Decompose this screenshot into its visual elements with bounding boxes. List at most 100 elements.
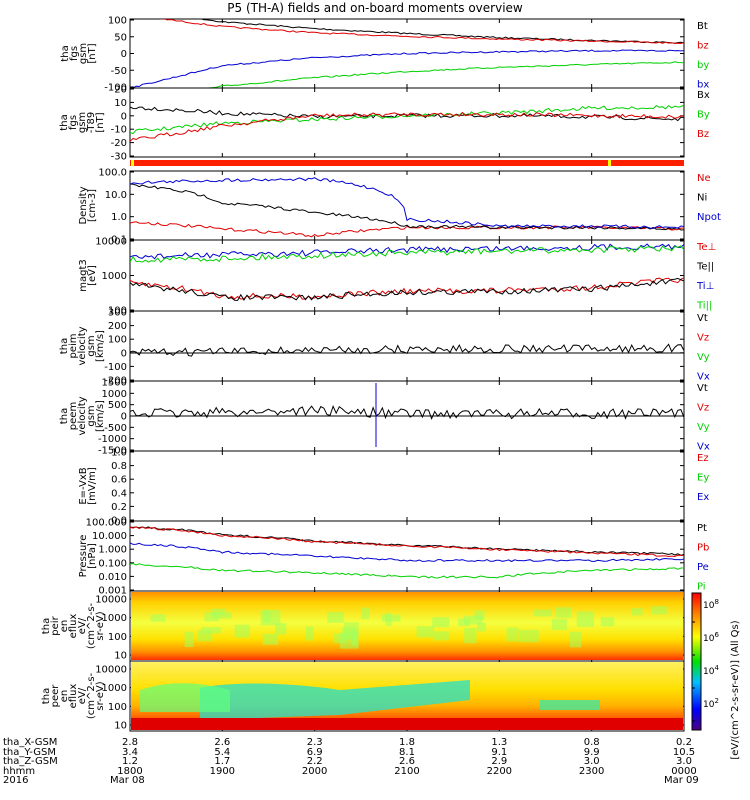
- footer-value: 2000: [301, 765, 328, 777]
- fgs-dsl-ytick-label: 0: [121, 111, 127, 122]
- fgs-gsm-ylabel-line: gsm: [78, 43, 89, 64]
- ion-spectrogram-ytick-label: 1000: [102, 613, 127, 624]
- fgs-gsm-legend-by: by: [697, 60, 709, 71]
- ion-spectrogram-patch: [381, 614, 401, 622]
- ion-spectrogram-ylabel-line: sr-eV): [95, 611, 106, 640]
- fgs-dsl-ylabel-line: -T89: [86, 112, 97, 134]
- pressure-ytick-label: 0.010: [98, 572, 127, 583]
- fgs-gsm-series-by: [208, 61, 684, 88]
- ion-spectrogram-ytick-label: 100: [108, 632, 127, 643]
- electron-spectrogram-ylabel-line: tha: [41, 688, 52, 704]
- ion-spectrogram-patch: [305, 626, 314, 641]
- ion-spectrogram-fill: [131, 592, 683, 660]
- density-legend-npot: Npot: [697, 212, 721, 223]
- ion-spectrogram-ylabel-line: eV/: [77, 617, 88, 634]
- footer-row-label: tha_X-GSM: [3, 737, 58, 748]
- electron-spectrogram-ylabel-line: eV/: [77, 687, 88, 704]
- electron-velocity-ylabel-line: velocity: [77, 396, 88, 435]
- fgs-gsm-ytick-label: -50: [111, 66, 127, 77]
- ion-spectrogram-patch: [551, 618, 567, 631]
- pressure-legend-pb: Pb: [697, 543, 709, 554]
- e-field-legend-ey: Ey: [697, 473, 709, 484]
- panel-electron-spectrogram: 10000 1000 100 10 thapeerenefluxeV/(cm^2-s-s…: [41, 660, 685, 732]
- ion-spectrogram-patch: [651, 606, 667, 615]
- ion-spectrogram-patch: [600, 617, 615, 627]
- ion-spectrogram-patch: [184, 631, 194, 648]
- footer-date-end: Mar 09: [664, 775, 699, 786]
- fgs-dsl-frame: [129, 87, 685, 158]
- temperature-series-te: [130, 277, 684, 300]
- ion-spectrogram-patch: [576, 611, 594, 627]
- colorbar-tick-label: 106: [703, 631, 719, 644]
- ion-spectrogram-patch: [476, 622, 486, 632]
- footer-value: 1.7: [214, 756, 231, 767]
- ion-spectrogram-ytick-label: 10: [114, 651, 127, 662]
- footer-value: 0.8: [583, 737, 600, 748]
- ion-velocity-ytick-label: 200: [108, 321, 127, 332]
- electron-spectrogram-ylabel-line: eflux: [68, 684, 79, 709]
- ion-spectrogram-patch: [262, 633, 279, 645]
- fgs-dsl-series-bz: [130, 111, 684, 142]
- footer-value: 9.9: [583, 746, 600, 758]
- pressure-ytick-label: 0.100: [98, 558, 127, 569]
- electron-spectrogram-low-band: [131, 718, 683, 730]
- electron-spectrogram-image: [131, 662, 683, 730]
- density-ytick-label: 10.0: [105, 190, 127, 201]
- fgs-dsl-ytick-label: -20: [111, 138, 127, 149]
- fgs-dsl-ylabel-line: gsm: [77, 112, 88, 133]
- electron-velocity-legend-vz: Vz: [697, 403, 709, 414]
- ion-velocity-ylabel-line: tha: [59, 338, 70, 354]
- ion-spectrogram-ylabel-line: en: [59, 620, 70, 633]
- fgs-dsl-legend-bz: Bz: [697, 129, 709, 140]
- pressure-ytick-label: 0.001: [98, 586, 127, 597]
- ion-velocity-legend-vz: Vz: [697, 333, 709, 344]
- temperature-frame: [129, 239, 685, 312]
- chart-title: P5 (TH-A) fields and on-board moments ov…: [227, 1, 523, 15]
- ion-velocity-legend-vt: Vt: [697, 313, 708, 324]
- electron-velocity-ytick-label: -1500: [98, 446, 127, 457]
- temperature-legend-te: Te⊥: [696, 242, 716, 253]
- temperature-series-ti: [130, 245, 684, 263]
- fgs-dsl-legend-by: By: [697, 110, 710, 121]
- footer-value: 1.3: [491, 737, 508, 748]
- e-field-legend-ez: Ez: [697, 453, 709, 464]
- electron-spectrogram-cool-band: [200, 680, 470, 720]
- temperature-legend-ti: Ti⊥: [696, 281, 714, 292]
- ion-spectrogram-patch: [464, 627, 477, 644]
- fgs-dsl-legend-bx: Bx: [697, 90, 710, 101]
- electron-velocity-ylabel-line: tha: [59, 408, 70, 424]
- ion-spectrogram-ytick-label: 10000: [95, 595, 127, 606]
- footer-year: 2016: [3, 775, 29, 786]
- electron-spectrogram-ytick-label: 100: [108, 702, 127, 713]
- footer-value: 8.1: [399, 746, 415, 758]
- temperature-series-ti: [130, 243, 684, 260]
- footer-value: 5.4: [214, 746, 231, 758]
- ion-spectrogram-patch: [361, 607, 370, 620]
- footer-value: 2.9: [491, 756, 508, 767]
- pressure-series-pb: [130, 526, 684, 558]
- ion-spectrogram-patch: [533, 609, 552, 617]
- ion-spectrogram-patch: [327, 612, 344, 623]
- temperature-legend-ti: Ti||: [696, 301, 712, 312]
- temperature-ytick-label: 10000: [95, 237, 127, 248]
- ion-velocity-frame: [129, 310, 685, 382]
- fgs-gsm-series-bz: [159, 19, 684, 45]
- ion-velocity-ytick-label: 100: [108, 335, 127, 346]
- ion-spectrogram-patch: [474, 610, 485, 620]
- density-ylabel-line: [cm-3]: [87, 189, 98, 222]
- ion-spectrogram-patch: [275, 623, 287, 635]
- electron-velocity-legend-vy: Vy: [697, 422, 710, 433]
- fgs-dsl-ytick-label: -30: [111, 152, 127, 163]
- electron-velocity-ytick-label: 1000: [102, 389, 127, 400]
- electron-spectrogram-ylabel-line: peer: [50, 684, 61, 708]
- temperature-ylabel-line: [eV]: [87, 265, 98, 286]
- footer-date-start: Mar 08: [110, 775, 145, 786]
- fgs-gsm-ytick-label: 50: [114, 32, 127, 43]
- fgs-gsm-ytick-label: 100: [108, 16, 127, 27]
- e-field-ytick-label: 1.0: [111, 448, 127, 459]
- pressure-legend-pt: Pt: [697, 523, 707, 534]
- electron-velocity-ylabel-line: peem: [68, 402, 79, 430]
- ion-velocity-series-vt: [130, 343, 684, 357]
- ion-spectrogram-ylabel-line: (cm^2-s-: [86, 602, 97, 649]
- fgs-gsm-legend-bz: bz: [697, 41, 709, 52]
